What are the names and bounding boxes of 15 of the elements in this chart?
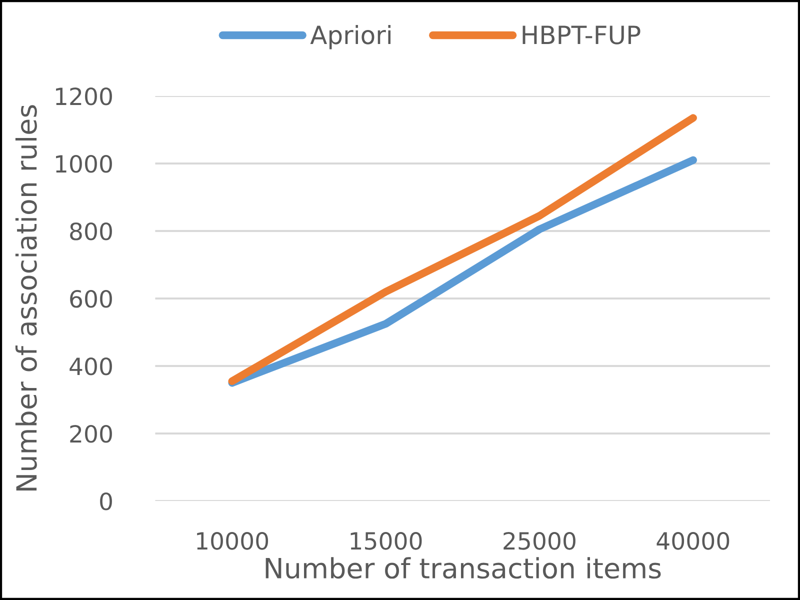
y-tick-label: 800 bbox=[70, 222, 112, 240]
y-tick-label: 400 bbox=[70, 357, 112, 376]
y-tick-label: 1000 bbox=[56, 154, 112, 173]
x-axis-title: Number of transaction items bbox=[266, 557, 661, 579]
x-tick-label: 10000 bbox=[197, 532, 268, 550]
y-tick-label: 1200 bbox=[56, 87, 112, 106]
y-tick-label: 200 bbox=[70, 424, 112, 443]
x-tick-label: 15000 bbox=[350, 532, 422, 550]
legend-label: Apriori bbox=[310, 25, 390, 50]
x-tick-label: 40000 bbox=[656, 532, 730, 550]
x-tick-label: 25000 bbox=[504, 532, 576, 550]
y-tick-label: 0 bbox=[100, 492, 112, 510]
y-axis-title: Number of association rules bbox=[15, 105, 37, 490]
y-tick-label: 600 bbox=[70, 290, 112, 308]
legend-label: HBPT-FUP bbox=[522, 26, 640, 44]
